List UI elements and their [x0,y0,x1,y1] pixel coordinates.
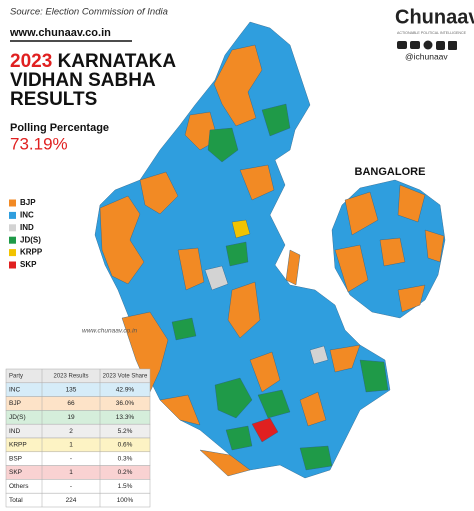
karnataka-map [94,21,391,479]
title-line: VIDHAN SABHA [10,70,156,91]
legend-swatch [9,211,16,219]
table-cell: INC [9,386,21,393]
results-table: Party 2023 Results 2023 Vote Share INC 135 42… [5,368,151,508]
legend-swatch [9,249,16,257]
legend-label: IND [20,223,34,232]
table-cell: 100% [117,497,134,504]
table-cell: 42.9% [116,386,135,393]
table-cell: 66 [67,400,75,407]
social-icons [397,40,457,50]
polling-label: Polling Percentage [10,122,109,134]
table-cell: JD(S) [9,414,26,421]
title-line: 2023 KARNATAKA [10,51,176,72]
table-header: 2023 Results [53,373,88,379]
table-cell: - [70,455,72,462]
polling-value: 73.19% [10,134,68,153]
table-cell: 224 [66,497,77,504]
brand-name: Chunaav [395,6,474,28]
table-cell: IND [9,428,21,435]
table-cell: BSP [9,455,22,462]
table-cell: 1.5% [118,483,133,490]
table-cell: - [70,483,72,490]
table-cell: KRPP [9,442,27,449]
table-cell: 36.0% [116,400,135,407]
legend-label: INC [20,211,34,220]
watermark: www.chunaav.co.in [82,328,138,335]
legend-swatch [9,261,16,269]
title-line: RESULTS [10,89,97,110]
table-cell: 5.2% [118,428,133,435]
inset-label: BANGALORE [355,166,426,178]
table-cell: Others [9,483,29,490]
legend-label: SKP [20,260,37,269]
table-cell: Total [9,497,23,504]
table-cell: 1 [69,442,73,449]
bangalore-map [331,179,446,319]
brand-tagline: ACTIONABLE POLITICAL INTELLIGENCE [397,31,467,35]
source: Source: Election Commission of India [10,7,168,18]
table-cell: 0.3% [118,455,133,462]
table-cell: 135 [66,386,77,393]
table-cell: 19 [67,414,75,421]
table-cell: 0.2% [118,469,133,476]
table-cell: 2 [69,428,73,435]
table-cell: 1 [69,469,73,476]
legend: BJP INC IND JD(S) KRPP SKP [9,198,43,269]
legend-swatch [9,224,16,232]
legend-label: JD(S) [20,235,41,244]
handle: @ichunaav [405,51,448,61]
website: www.chunaav.co.in [9,27,111,39]
legend-swatch [9,236,16,244]
table-header: 2023 Vote Share [103,373,148,379]
legend-label: BJP [20,198,36,207]
table-header: Party [9,373,23,379]
title-state: KARNATAKA [58,51,177,72]
table-cell: SKP [9,469,22,476]
table-cell: 0.6% [118,442,133,449]
table-cell: BJP [9,400,21,407]
title-year: 2023 [10,51,52,72]
table-cell: 13.3% [116,414,135,421]
legend-label: KRPP [20,248,43,257]
legend-swatch [9,199,16,207]
